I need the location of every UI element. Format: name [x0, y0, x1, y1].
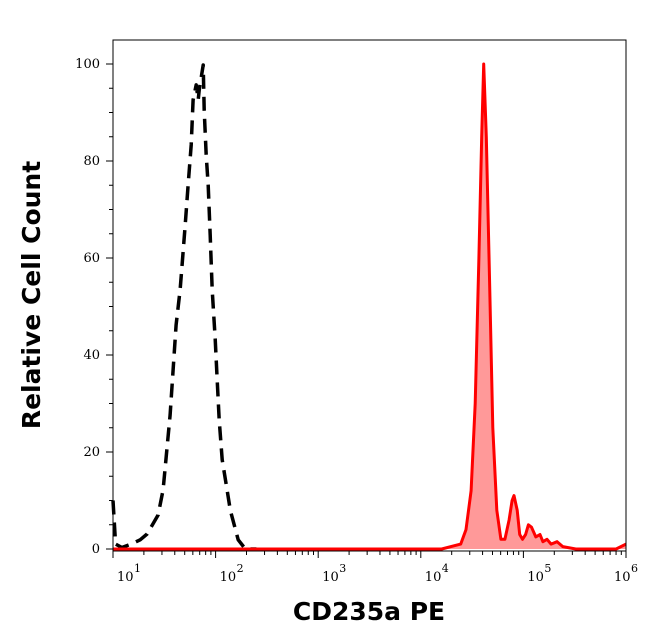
x-tick-base: 10	[527, 570, 544, 585]
x-tick-label: 104	[425, 562, 449, 585]
plot-frame	[112, 39, 627, 552]
x-tick-label: 102	[220, 562, 244, 585]
x-tick-exponent: 5	[544, 562, 551, 575]
x-tick-base: 10	[614, 570, 631, 585]
x-tick-base: 10	[425, 570, 442, 585]
y-axis-label: Relative Cell Count	[17, 161, 46, 429]
x-tick-base: 10	[220, 570, 237, 585]
x-axis-label: CD235a PE	[293, 597, 445, 626]
x-tick-label: 105	[527, 562, 551, 585]
x-tick-exponent: 3	[339, 562, 346, 575]
series-1-line	[113, 62, 627, 551]
x-tick-exponent: 1	[134, 562, 141, 575]
x-tick-label: 106	[614, 562, 638, 585]
x-tick-exponent: 4	[442, 562, 449, 575]
y-tick-label: 20	[83, 445, 100, 460]
x-tick-base: 10	[322, 570, 339, 585]
y-tick-label: 0	[92, 542, 100, 557]
y-tick-label: 100	[75, 57, 100, 72]
x-tick-base: 10	[117, 570, 134, 585]
series-1-fill	[113, 64, 626, 549]
y-tick-label: 80	[83, 154, 100, 169]
x-tick-exponent: 2	[237, 562, 244, 575]
x-tick-label: 101	[117, 562, 141, 585]
series-0-line	[111, 63, 257, 551]
y-tick-label: 60	[83, 251, 100, 266]
x-tick-label: 103	[322, 562, 346, 585]
y-tick-label: 40	[83, 348, 100, 363]
x-tick-exponent: 6	[631, 562, 638, 575]
